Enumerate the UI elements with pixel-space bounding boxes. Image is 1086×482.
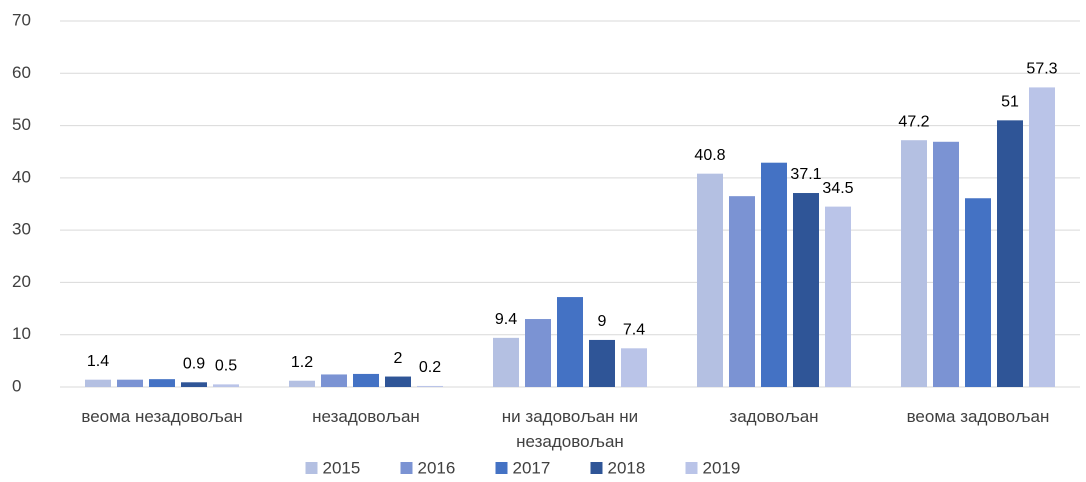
data-label: 0.5 [215, 358, 237, 375]
bar [557, 297, 583, 387]
data-label: 7.4 [623, 322, 645, 339]
bar [729, 196, 755, 387]
legend-label: 2017 [513, 458, 551, 477]
bar [85, 379, 111, 387]
legend-label: 2018 [608, 458, 646, 477]
bar [589, 339, 615, 387]
bar [417, 385, 443, 387]
y-tick-label: 70 [12, 10, 31, 29]
legend-label: 2016 [418, 458, 456, 477]
bar [181, 382, 207, 387]
bar [901, 140, 927, 387]
bar [525, 319, 551, 387]
bar [149, 379, 175, 387]
data-label: 40.8 [694, 147, 725, 164]
data-label: 1.2 [291, 354, 313, 371]
data-label: 0.2 [419, 359, 441, 376]
legend-swatch [590, 462, 603, 474]
legend-swatch [305, 462, 318, 474]
legend-swatch [685, 462, 698, 474]
y-tick-label: 20 [12, 272, 31, 291]
data-label: 37.1 [790, 166, 821, 183]
x-tick-label: незадовољан [312, 407, 420, 426]
data-label: 57.3 [1026, 61, 1057, 78]
bar [761, 162, 787, 387]
bar [825, 206, 851, 387]
bar [213, 384, 239, 387]
legend-swatch [400, 462, 413, 474]
x-tick-label: веома незадовољан [81, 407, 243, 426]
bar [933, 141, 959, 387]
x-tick-label: задовољан [729, 407, 819, 426]
y-tick-label: 60 [12, 63, 31, 82]
bar [793, 193, 819, 387]
data-label: 51 [1001, 94, 1019, 111]
x-tick-label: ни задовољан ни незадовољан [501, 407, 639, 451]
data-label: 34.5 [822, 180, 853, 197]
bar [493, 337, 519, 387]
bar [385, 376, 411, 387]
bar [117, 379, 143, 387]
x-tick-label: веома задовољан [906, 407, 1050, 426]
data-label: 0.9 [183, 356, 205, 373]
y-tick-label: 10 [12, 324, 31, 343]
legend-label: 2015 [323, 458, 361, 477]
y-tick-label: 40 [12, 167, 31, 186]
y-tick-label: 0 [12, 376, 21, 395]
data-label: 2 [394, 350, 403, 367]
legend-swatch [495, 462, 508, 474]
data-label: 9 [598, 313, 607, 330]
bar [353, 373, 379, 387]
legend-label: 2019 [703, 458, 741, 477]
bar [621, 348, 647, 387]
bar [1029, 87, 1055, 387]
bar [697, 173, 723, 387]
bar [997, 120, 1023, 387]
y-tick-label: 50 [12, 115, 31, 134]
data-label: 1.4 [87, 353, 109, 370]
bar [289, 380, 315, 387]
data-label: 9.4 [495, 311, 517, 328]
data-label: 47.2 [898, 113, 929, 130]
y-tick-label: 30 [12, 220, 31, 239]
bar [965, 198, 991, 387]
bar [321, 374, 347, 387]
